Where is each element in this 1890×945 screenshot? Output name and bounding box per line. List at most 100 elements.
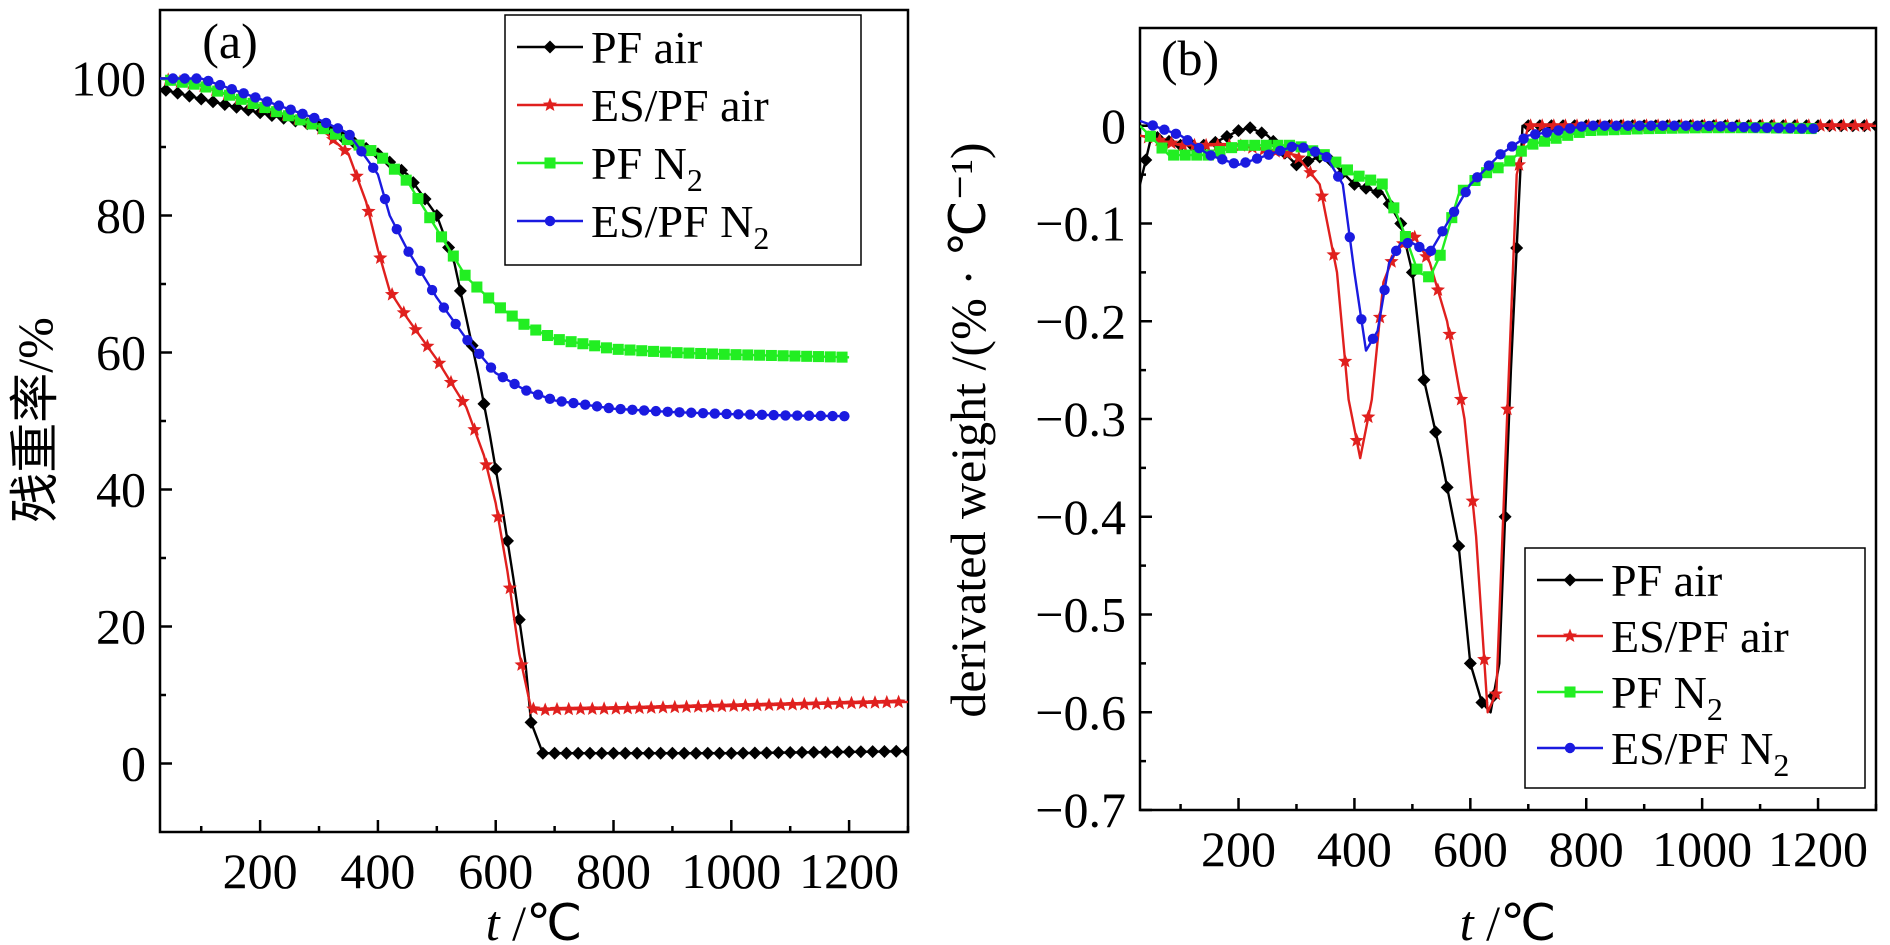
- data-point: [497, 371, 508, 383]
- data-point: [471, 281, 483, 293]
- data-point: [1291, 150, 1306, 165]
- data-point: [632, 700, 647, 715]
- data-point: [530, 324, 542, 336]
- data-point: [1453, 392, 1469, 406]
- data-point: [1796, 123, 1808, 134]
- data-point: [627, 404, 638, 415]
- data-point: [1680, 120, 1692, 131]
- data-point: [1147, 120, 1158, 131]
- series-2: [1140, 122, 1819, 283]
- legend-entry: PF air: [1611, 555, 1722, 606]
- data-point: [361, 203, 376, 218]
- data-point: [536, 746, 550, 760]
- data-point: [701, 746, 715, 760]
- data-point: [1836, 118, 1851, 132]
- data-point: [674, 407, 685, 418]
- x-tick-label: 400: [1317, 821, 1392, 877]
- data-point: [1330, 156, 1342, 168]
- data-point: [1500, 401, 1515, 416]
- panel-label: (a): [202, 13, 258, 69]
- data-point: [1367, 333, 1379, 345]
- data-point: [489, 462, 503, 476]
- data-point: [1237, 139, 1249, 151]
- data-point: [642, 746, 656, 760]
- panel-label: (b): [1161, 30, 1219, 86]
- data-point: [447, 250, 459, 262]
- data-point: [1492, 162, 1504, 174]
- data-point: [1338, 353, 1353, 368]
- data-point: [721, 408, 732, 420]
- data-point: [891, 694, 906, 709]
- data-point: [1510, 241, 1524, 255]
- data-point: [686, 407, 697, 418]
- data-point: [1332, 171, 1344, 182]
- data-point: [273, 100, 285, 111]
- data-point: [261, 96, 273, 107]
- data-point: [1249, 139, 1261, 151]
- data-point: [349, 168, 364, 183]
- x-tick-label: 600: [458, 843, 533, 899]
- data-point: [1193, 142, 1205, 154]
- data-point: [827, 410, 838, 422]
- data-point: [1365, 174, 1377, 186]
- data-point: [1576, 121, 1587, 132]
- data-point: [438, 302, 450, 313]
- data-point: [544, 215, 556, 227]
- data-point: [595, 746, 609, 760]
- data-point: [792, 410, 803, 421]
- data-point: [549, 701, 565, 716]
- data-point: [1217, 154, 1228, 165]
- data-point: [1164, 135, 1179, 150]
- series-3: [160, 73, 850, 422]
- data-point: [408, 322, 423, 336]
- legend-entry: ES/PF N2: [591, 196, 769, 256]
- data-point: [483, 292, 495, 304]
- data-point: [615, 403, 626, 415]
- data-point: [1553, 125, 1564, 136]
- y-axis-label: derivated weight /(% · ℃⁻¹): [940, 142, 996, 717]
- data-point: [373, 250, 388, 264]
- data-point: [179, 73, 190, 84]
- data-point: [1546, 118, 1561, 132]
- data-point: [761, 697, 777, 712]
- data-point: [1182, 135, 1193, 146]
- data-point: [571, 746, 585, 760]
- data-point: [706, 348, 718, 360]
- data-point: [1344, 231, 1355, 243]
- data-point: [1761, 122, 1773, 134]
- data-point: [544, 157, 556, 169]
- data-point: [1243, 121, 1257, 135]
- data-point: [443, 374, 459, 389]
- data-point: [436, 231, 448, 243]
- data-point: [819, 745, 833, 759]
- legend-entry: PF N2: [591, 138, 703, 198]
- data-point: [654, 746, 668, 760]
- data-point: [1738, 121, 1750, 133]
- data-point: [620, 700, 635, 715]
- data-point: [1558, 118, 1573, 132]
- data-point: [607, 746, 621, 760]
- data-point: [1645, 120, 1657, 131]
- data-point: [1808, 123, 1819, 134]
- data-point: [1170, 128, 1182, 140]
- data-point: [1504, 155, 1516, 167]
- data-point: [502, 580, 517, 595]
- data-point: [836, 351, 848, 363]
- data-point: [1785, 123, 1796, 134]
- data-point: [459, 269, 471, 281]
- data-point: [1634, 120, 1645, 131]
- data-point: [636, 345, 648, 357]
- data-point: [1159, 124, 1170, 135]
- legend-entry: ES/PF N2: [1611, 723, 1789, 783]
- data-point: [630, 746, 644, 760]
- data-point: [832, 696, 847, 710]
- series-2: [160, 74, 850, 363]
- data-point: [585, 701, 600, 715]
- y-tick-label: 40: [96, 462, 146, 518]
- x-tick-label: 800: [576, 843, 651, 899]
- data-point: [1495, 149, 1506, 160]
- data-point: [638, 405, 650, 416]
- data-point: [1402, 237, 1413, 249]
- data-point: [1611, 120, 1622, 131]
